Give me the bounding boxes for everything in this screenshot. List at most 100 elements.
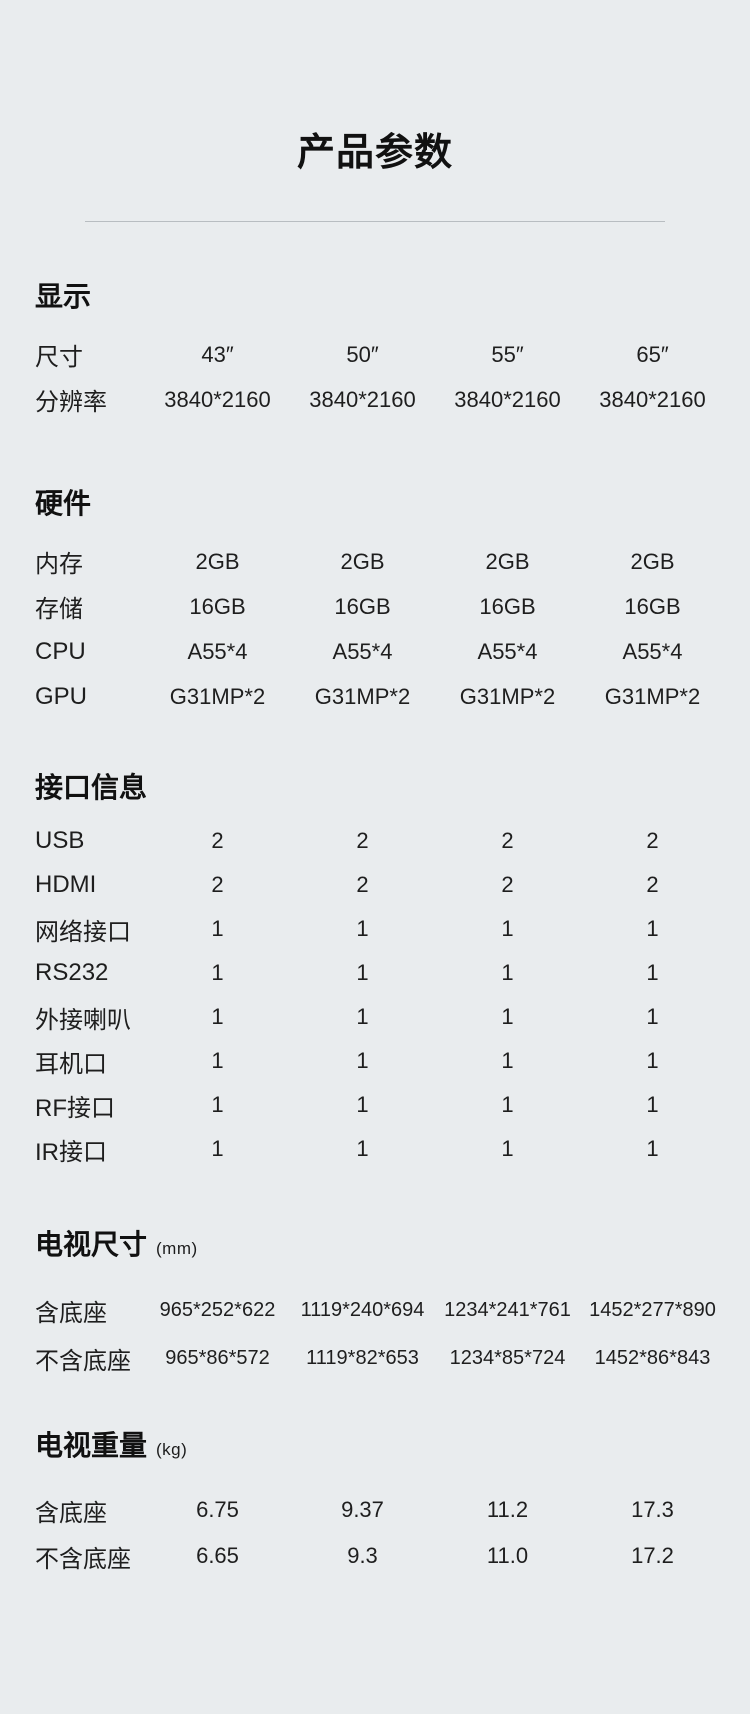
spec-value: 65″ [636, 341, 669, 367]
section-heading: 显示 [35, 280, 715, 314]
spec-value: 1 [356, 960, 369, 985]
spec-row-label: 不含底座 [35, 1347, 131, 1375]
spec-value: 55″ [491, 341, 524, 367]
spec-row: 不含底座 6.65 9.3 11.0 17.2 [35, 1533, 715, 1579]
spec-value: 2 [501, 872, 514, 897]
spec-value: 6.75 [196, 1497, 239, 1522]
spec-value: 1 [211, 1004, 224, 1029]
spec-value: 17.2 [631, 1543, 674, 1568]
spec-value: 9.37 [341, 1497, 384, 1522]
section-heading: 电视重量 (kg) [35, 1429, 715, 1467]
spec-value: 2 [646, 828, 659, 853]
spec-value: 1234*241*761 [444, 1298, 571, 1321]
spec-row: IR接口 1 1 1 1 [35, 1127, 715, 1171]
spec-value: 1 [646, 916, 659, 941]
spec-value: 1 [356, 1136, 369, 1161]
section-rows: 含底座 6.75 9.37 11.2 17.3 不含底座 6.65 9.3 11… [35, 1487, 715, 1579]
spec-row: 网络接口 1 1 1 1 [35, 907, 715, 951]
spec-value: 1 [646, 1004, 659, 1029]
spec-value: 16GB [189, 593, 246, 619]
spec-row: HDMI 2 2 2 2 [35, 863, 715, 907]
section-unit-label: (mm) [156, 1239, 198, 1258]
spec-value: 3840*2160 [309, 386, 416, 412]
spec-value: A55*4 [187, 638, 248, 664]
spec-row-label: 含底座 [35, 1499, 107, 1527]
spec-row-label: RS232 [35, 959, 109, 986]
spec-row: USB 2 2 2 2 [35, 819, 715, 863]
spec-value: 1 [356, 1048, 369, 1073]
spec-row-label: 含底座 [35, 1299, 107, 1327]
spec-value: 1 [211, 1092, 224, 1117]
spec-value: 1 [646, 1092, 659, 1117]
spec-row-label: IR接口 [35, 1138, 107, 1166]
section-rows: USB 2 2 2 2 HDMI 2 2 2 2 网络接口 1 1 1 1 RS… [35, 819, 715, 1171]
section-heading-text: 电视尺寸 [35, 1229, 148, 1260]
spec-value: 2 [211, 872, 224, 897]
spec-row-label: 尺寸 [35, 344, 83, 371]
spec-sheet: 显示 尺寸 43″ 50″ 55″ 65″ 分辨率 3840*2160 3840… [0, 280, 750, 1579]
section-weight: 电视重量 (kg) 含底座 6.75 9.37 11.2 17.3 不含底座 6… [0, 1429, 750, 1579]
spec-row: RF接口 1 1 1 1 [35, 1083, 715, 1127]
spec-value: G31MP*2 [604, 683, 701, 709]
section-ports: 接口信息 USB 2 2 2 2 HDMI 2 2 2 2 网络接口 1 1 1… [0, 771, 750, 1171]
spec-value: 1 [356, 1004, 369, 1029]
spec-value: 1 [211, 960, 224, 985]
spec-row: 含底座 6.75 9.37 11.2 17.3 [35, 1487, 715, 1533]
spec-value: 11.2 [486, 1497, 529, 1522]
spec-row: 耳机口 1 1 1 1 [35, 1039, 715, 1083]
spec-value: 1 [501, 916, 514, 941]
spec-value: 1119*82*653 [306, 1346, 419, 1369]
spec-value: 2 [211, 828, 224, 853]
spec-value: 1 [211, 1048, 224, 1073]
spec-value: 11.0 [486, 1543, 529, 1568]
section-heading-text: 接口信息 [35, 772, 148, 803]
spec-value: 2 [646, 872, 659, 897]
section-heading: 硬件 [35, 487, 715, 521]
spec-value: 2GB [195, 548, 240, 574]
spec-value: 1452*277*890 [589, 1298, 716, 1321]
spec-row: CPU A55*4 A55*4 A55*4 A55*4 [35, 629, 715, 674]
section-display: 显示 尺寸 43″ 50″ 55″ 65″ 分辨率 3840*2160 3840… [0, 280, 750, 422]
spec-row-label: USB [35, 827, 85, 854]
spec-value: 1 [501, 1048, 514, 1073]
spec-value: 965*86*572 [165, 1346, 270, 1369]
section-hardware: 硬件 内存 2GB 2GB 2GB 2GB 存储 16GB 16GB 16GB … [0, 487, 750, 719]
spec-row-label: GPU [35, 682, 88, 710]
spec-value: 2GB [630, 548, 675, 574]
spec-value: 1 [211, 1136, 224, 1161]
spec-value: 1 [501, 960, 514, 985]
spec-row-label: 耳机口 [35, 1050, 107, 1078]
spec-row-label: 存储 [35, 596, 83, 623]
spec-value: 1 [356, 916, 369, 941]
spec-value: 3840*2160 [454, 386, 561, 412]
spec-value: 16GB [334, 593, 391, 619]
spec-row: 含底座 965*252*622 1119*240*694 1234*241*76… [35, 1286, 716, 1334]
spec-value: 2GB [485, 548, 530, 574]
spec-value: G31MP*2 [459, 683, 556, 709]
section-rows: 尺寸 43″ 50″ 55″ 65″ 分辨率 3840*2160 3840*21… [35, 332, 715, 422]
section-rows: 含底座 965*252*622 1119*240*694 1234*241*76… [35, 1286, 716, 1382]
spec-value: 1 [501, 1136, 514, 1161]
spec-value: 50″ [346, 341, 379, 367]
spec-value: 2GB [340, 548, 385, 574]
spec-row-label: 分辨率 [35, 389, 107, 416]
spec-row: GPU G31MP*2 G31MP*2 G31MP*2 G31MP*2 [35, 674, 715, 719]
spec-row: 尺寸 43″ 50″ 55″ 65″ [35, 332, 715, 377]
spec-value: 1 [211, 916, 224, 941]
spec-value: 16GB [479, 593, 536, 619]
spec-value: 965*252*622 [159, 1298, 276, 1321]
spec-value: A55*4 [332, 638, 393, 664]
spec-row-label: 网络接口 [35, 918, 131, 946]
spec-value: 1119*240*694 [300, 1298, 425, 1321]
section-unit-label: (kg) [156, 1440, 188, 1459]
spec-value: 1452*86*843 [594, 1346, 711, 1369]
section-heading: 电视尺寸 (mm) [35, 1228, 715, 1266]
spec-row-label: 内存 [35, 551, 83, 578]
spec-value: 1234*85*724 [449, 1346, 566, 1369]
spec-row: 不含底座 965*86*572 1119*82*653 1234*85*724 … [35, 1334, 715, 1382]
spec-value: 6.65 [196, 1543, 239, 1568]
spec-value: 1 [646, 1136, 659, 1161]
spec-value: 1 [646, 960, 659, 985]
spec-value: 2 [356, 872, 369, 897]
